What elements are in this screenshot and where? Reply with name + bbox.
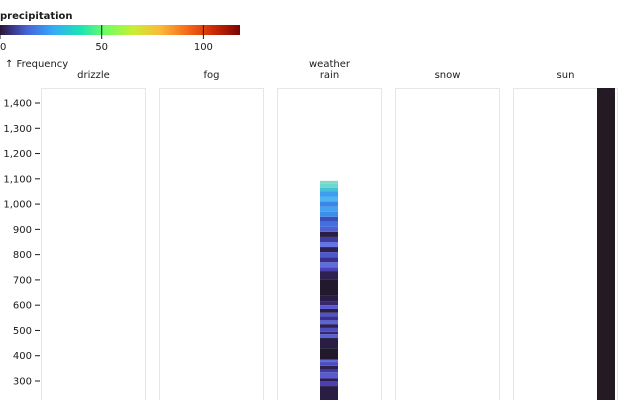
bar-segment: [320, 381, 338, 387]
facet-panel-drizzle: drizzle: [41, 70, 146, 400]
bar-segment: [320, 295, 338, 302]
bar-segment: [320, 257, 338, 263]
bar-segment: [597, 88, 615, 400]
y-tick-label: 1,300: [3, 124, 32, 135]
bar-segment: [320, 316, 338, 321]
y-tick-label: 900: [13, 225, 32, 236]
bar-segment: [320, 242, 338, 248]
bar-segment: [320, 338, 338, 349]
color-ramp: [0, 25, 240, 35]
facet-panel-rain: rain: [277, 70, 382, 400]
y-tick-label: 1,400: [3, 99, 32, 110]
bar-segment: [320, 320, 338, 325]
bar-segment: [320, 187, 338, 192]
bar-segment: [320, 386, 338, 400]
y-axis: 300 400 500 600 700 800 900 1,000 1,100 1,200 1,30…: [3, 99, 40, 388]
facet-frame: [41, 88, 146, 400]
bar-segment: [320, 247, 338, 253]
facet-label: drizzle: [77, 70, 110, 81]
legend-tick-label: 0: [0, 42, 6, 53]
facet-frame: [277, 88, 382, 400]
bar-segment: [320, 279, 338, 296]
stack-rain: [320, 180, 338, 400]
bar-segment: [320, 267, 338, 272]
y-tick-label: 700: [13, 275, 32, 286]
y-tick-label: 500: [13, 326, 32, 337]
facet-panel-snow: snow: [395, 70, 500, 400]
bar-segment: [320, 365, 338, 370]
bar-segment: [320, 231, 338, 237]
y-tick-label: 1,200: [3, 149, 32, 160]
legend-tick-label: 50: [95, 42, 108, 53]
facet-panels: drizzle fog rain snow sun: [41, 70, 618, 400]
bar-segment: [320, 372, 338, 379]
bar-segment: [320, 305, 338, 309]
bar-segment: [320, 334, 338, 339]
y-tick-label: 800: [13, 250, 32, 261]
y-tick-label: 300: [13, 377, 32, 388]
bar-segment: [320, 201, 338, 207]
bar-segment: [320, 221, 338, 227]
bar-segment: [320, 262, 338, 268]
y-tick-label: 1,100: [3, 174, 32, 185]
facet-label: rain: [320, 70, 339, 81]
facet-panel-fog: fog: [159, 70, 264, 400]
facet-frame: [513, 88, 618, 400]
bar-segment: [320, 196, 338, 202]
y-tick-label: 1,000: [3, 200, 32, 211]
facet-frame: [395, 88, 500, 400]
bar-segment: [320, 180, 338, 184]
bar-segment: [320, 216, 338, 222]
legend-title: precipitation: [0, 11, 73, 22]
bar-segment: [320, 362, 338, 366]
facet-label: snow: [435, 70, 461, 81]
bar-segment: [320, 211, 338, 217]
bar-segment: [320, 348, 338, 360]
facet-panel-sun: sun: [513, 70, 618, 400]
y-axis-title: ↑ Frequency: [5, 59, 68, 70]
color-legend: precipitation 0 50 100: [0, 11, 240, 53]
bar-segment: [320, 191, 338, 197]
bar-segment: [320, 331, 338, 335]
bar-segment: [320, 271, 338, 280]
bar-segment: [320, 183, 338, 188]
facet-frame: [159, 88, 264, 400]
bar-segment: [320, 312, 338, 317]
legend-tick-label: 100: [194, 42, 213, 53]
bar-segment: [320, 236, 338, 242]
y-tick-label: 600: [13, 301, 32, 312]
facet-label: fog: [204, 70, 220, 81]
facet-label: sun: [557, 70, 575, 81]
bar-segment: [320, 226, 338, 232]
bar-segment: [320, 206, 338, 212]
y-tick-label: 400: [13, 351, 32, 362]
bar-segment: [320, 308, 338, 313]
facet-field-label: weather: [309, 59, 351, 70]
bar-segment: [320, 327, 338, 332]
legend-ticks: 0 50 100: [0, 25, 213, 53]
bar-segment: [320, 324, 338, 328]
bar-segment: [320, 369, 338, 373]
bar-segment: [320, 359, 338, 363]
bar-segment: [320, 301, 338, 306]
stack-sun: [597, 88, 615, 400]
bar-segment: [320, 252, 338, 258]
bar-segment: [320, 378, 338, 381]
